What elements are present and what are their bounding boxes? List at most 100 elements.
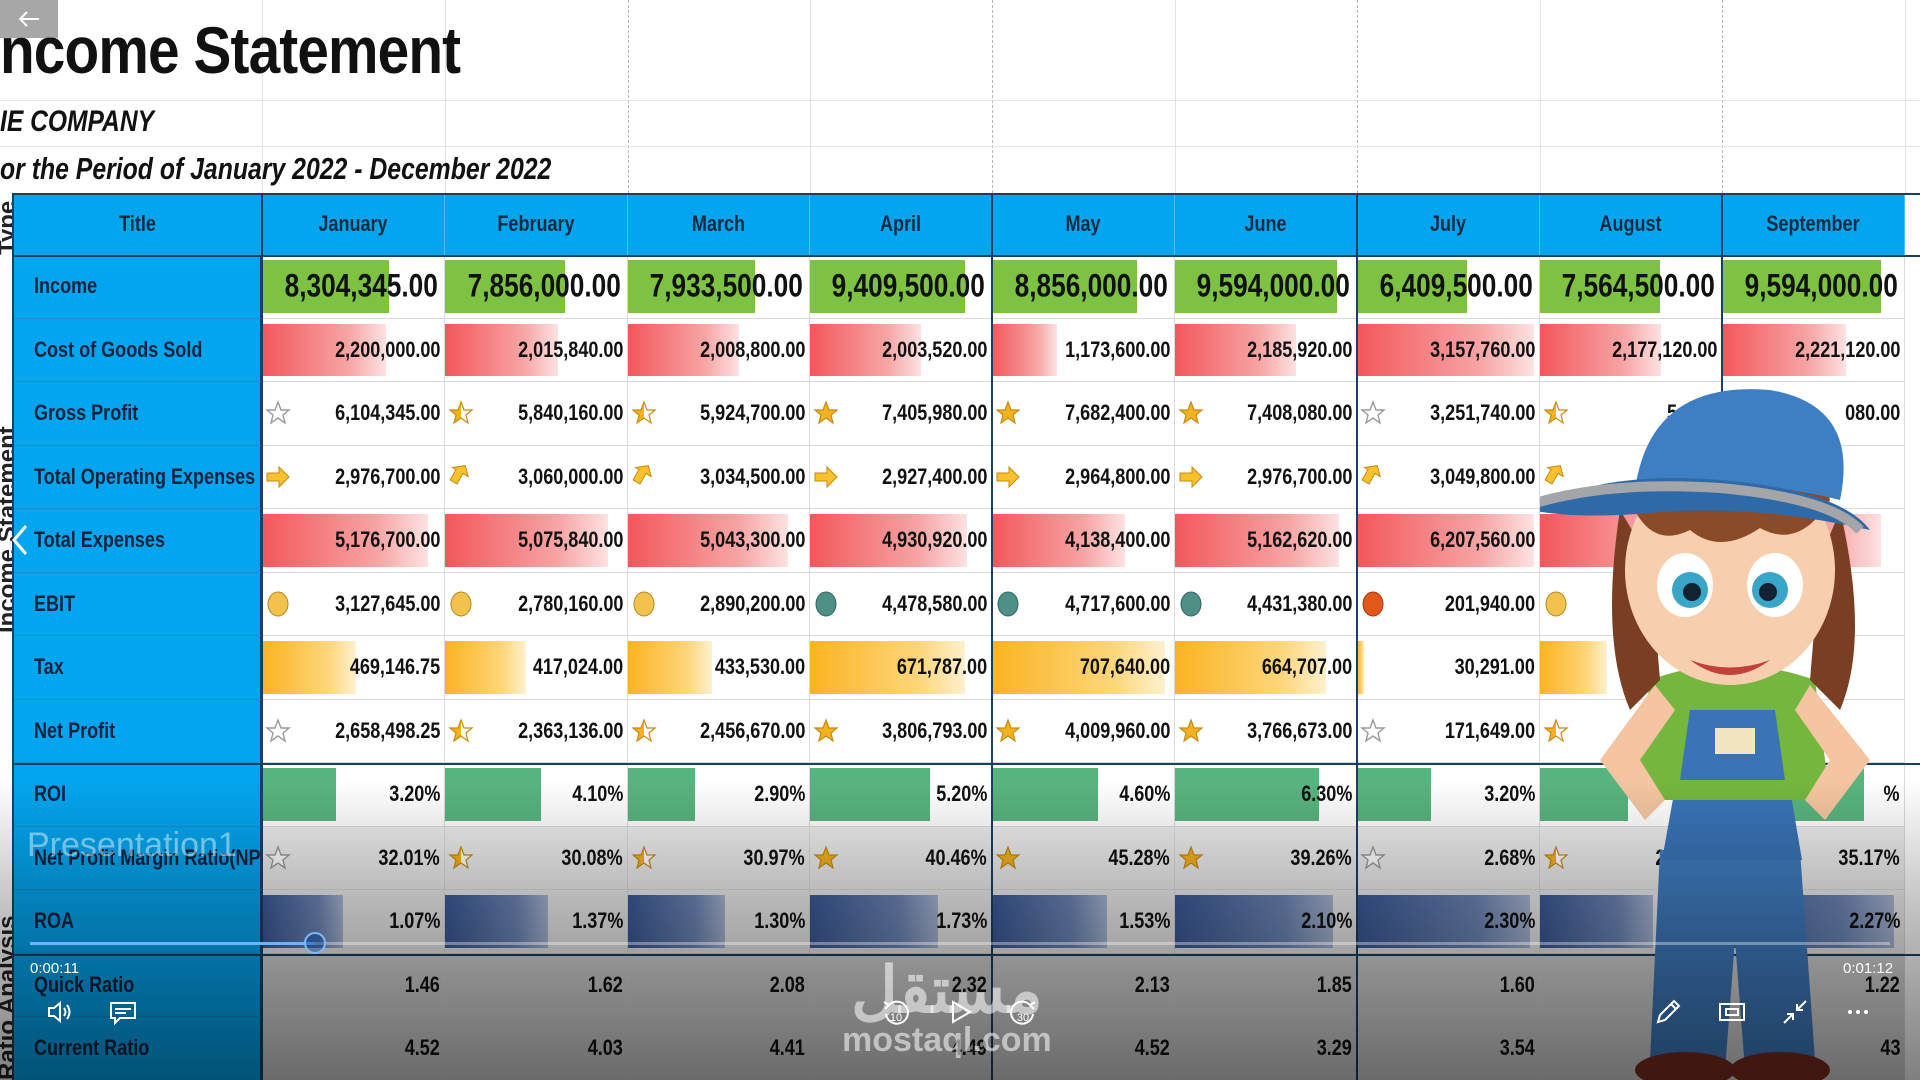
value-cell[interactable]: 7,408,080.00 bbox=[1175, 382, 1357, 446]
value-cell[interactable]: 2,890,200.00 bbox=[628, 572, 810, 636]
value-cell[interactable]: 8,856,000.00 bbox=[992, 255, 1175, 319]
value-cell[interactable]: 4.60% bbox=[992, 763, 1175, 827]
header-month[interactable]: July bbox=[1357, 193, 1540, 255]
row-label-cell[interactable]: ROI bbox=[14, 763, 262, 827]
header-month[interactable]: February bbox=[445, 193, 628, 255]
value-cell[interactable]: 5,043,300.00 bbox=[628, 509, 810, 573]
value-cell[interactable]: 4,138,400.00 bbox=[992, 509, 1175, 573]
value-cell[interactable]: 30.97% bbox=[628, 826, 810, 890]
value-cell[interactable]: 4.10% bbox=[445, 763, 628, 827]
exit-fullscreen-button[interactable] bbox=[1775, 992, 1815, 1032]
value-cell[interactable]: 9,594,000.00 bbox=[1722, 255, 1905, 319]
value-cell[interactable]: 2,964,800.00 bbox=[992, 445, 1175, 509]
value-cell[interactable]: 45.28% bbox=[992, 826, 1175, 890]
value-cell[interactable]: 4,930,920.00 bbox=[810, 509, 992, 573]
value-cell[interactable]: 7,933,500.00 bbox=[628, 255, 810, 319]
value-cell[interactable]: 2,363,136.00 bbox=[445, 699, 628, 763]
value-cell[interactable]: 7,564,500.00 bbox=[1540, 255, 1722, 319]
value-cell[interactable]: 30.08% bbox=[445, 826, 628, 890]
value-cell[interactable]: 5,924,700.00 bbox=[628, 382, 810, 446]
forward-30-button[interactable]: 30 bbox=[1003, 992, 1043, 1032]
progress-scrubber[interactable] bbox=[303, 932, 326, 954]
progress-bar[interactable] bbox=[30, 932, 1890, 954]
value-cell[interactable]: 664,707.00 bbox=[1175, 636, 1357, 700]
value-cell[interactable]: 2,780,160.00 bbox=[445, 572, 628, 636]
value-cell[interactable]: 2.90% bbox=[628, 763, 810, 827]
value-cell[interactable]: 3,157,760.00 bbox=[1357, 318, 1540, 382]
value-cell[interactable]: 3,806,793.00 bbox=[810, 699, 992, 763]
value-cell[interactable]: 2,927,400.00 bbox=[810, 445, 992, 509]
value-cell[interactable]: 3.54 bbox=[1357, 1017, 1540, 1080]
header-title[interactable]: Title bbox=[14, 193, 262, 255]
header-month[interactable]: April bbox=[810, 193, 992, 255]
value-cell[interactable]: 3.20% bbox=[1357, 763, 1540, 827]
value-cell[interactable]: 5,176,700.00 bbox=[262, 509, 445, 573]
value-cell[interactable]: 417,024.00 bbox=[445, 636, 628, 700]
value-cell[interactable]: 7,405,980.00 bbox=[810, 382, 992, 446]
row-label-cell[interactable]: Cost of Goods Sold bbox=[14, 318, 262, 382]
value-cell[interactable]: 2,003,520.00 bbox=[810, 318, 992, 382]
value-cell[interactable]: 469,146.75 bbox=[262, 636, 445, 700]
row-label-cell[interactable]: Gross Profit bbox=[14, 382, 262, 446]
value-cell[interactable]: 4,717,600.00 bbox=[992, 572, 1175, 636]
screen-button[interactable] bbox=[1712, 992, 1752, 1032]
row-label-cell[interactable]: Tax bbox=[14, 636, 262, 700]
value-cell[interactable]: 9,594,000.00 bbox=[1175, 255, 1357, 319]
value-cell[interactable]: 3,251,740.00 bbox=[1357, 382, 1540, 446]
volume-button[interactable] bbox=[40, 992, 80, 1032]
value-cell[interactable]: 2,456,670.00 bbox=[628, 699, 810, 763]
value-cell[interactable]: 9,409,500.00 bbox=[810, 255, 992, 319]
value-cell[interactable]: 8,304,345.00 bbox=[262, 255, 445, 319]
row-label-cell[interactable]: Total Expenses bbox=[14, 509, 262, 573]
play-button[interactable] bbox=[940, 992, 980, 1032]
value-cell[interactable]: 3.29 bbox=[1175, 1017, 1357, 1080]
value-cell[interactable]: 171,649.00 bbox=[1357, 699, 1540, 763]
value-cell[interactable]: 2,976,700.00 bbox=[1175, 445, 1357, 509]
previous-slide-button[interactable] bbox=[8, 522, 32, 563]
header-month[interactable]: August bbox=[1540, 193, 1722, 255]
value-cell[interactable]: 433,530.00 bbox=[628, 636, 810, 700]
captions-button[interactable] bbox=[103, 992, 143, 1032]
header-month[interactable]: September bbox=[1722, 193, 1905, 255]
value-cell[interactable]: 2,177,120.00 bbox=[1540, 318, 1722, 382]
value-cell[interactable]: 707,640.00 bbox=[992, 636, 1175, 700]
value-cell[interactable]: 4.41 bbox=[628, 1017, 810, 1080]
value-cell[interactable]: 201,940.00 bbox=[1357, 572, 1540, 636]
value-cell[interactable]: 4.52 bbox=[262, 1017, 445, 1080]
header-month[interactable]: June bbox=[1175, 193, 1357, 255]
value-cell[interactable]: 4,009,960.00 bbox=[992, 699, 1175, 763]
value-cell[interactable]: 6,207,560.00 bbox=[1357, 509, 1540, 573]
value-cell[interactable]: 2,976,700.00 bbox=[262, 445, 445, 509]
value-cell[interactable]: 2,008,800.00 bbox=[628, 318, 810, 382]
row-label-cell[interactable]: EBIT bbox=[14, 572, 262, 636]
value-cell[interactable]: 2,658,498.25 bbox=[262, 699, 445, 763]
value-cell[interactable]: 40.46% bbox=[810, 826, 992, 890]
value-cell[interactable]: 2,185,920.00 bbox=[1175, 318, 1357, 382]
more-options-button[interactable] bbox=[1838, 992, 1878, 1032]
value-cell[interactable]: 1.60 bbox=[1357, 953, 1540, 1017]
value-cell[interactable]: 5,075,840.00 bbox=[445, 509, 628, 573]
value-cell[interactable]: 4.03 bbox=[445, 1017, 628, 1080]
value-cell[interactable]: 671,787.00 bbox=[810, 636, 992, 700]
rewind-10-button[interactable]: 10 bbox=[876, 992, 916, 1032]
value-cell[interactable]: 39.26% bbox=[1175, 826, 1357, 890]
value-cell[interactable]: 32.01% bbox=[262, 826, 445, 890]
row-label-cell[interactable]: Total Operating Expenses bbox=[14, 445, 262, 509]
value-cell[interactable]: 2,015,840.00 bbox=[445, 318, 628, 382]
value-cell[interactable]: 3,049,800.00 bbox=[1357, 445, 1540, 509]
value-cell[interactable]: 1.62 bbox=[445, 953, 628, 1017]
value-cell[interactable]: 2,200,000.00 bbox=[262, 318, 445, 382]
value-cell[interactable]: 5,840,160.00 bbox=[445, 382, 628, 446]
value-cell[interactable]: 3.20% bbox=[262, 763, 445, 827]
value-cell[interactable]: 5.20% bbox=[810, 763, 992, 827]
value-cell[interactable]: 7,856,000.00 bbox=[445, 255, 628, 319]
value-cell[interactable]: 5,162,620.00 bbox=[1175, 509, 1357, 573]
value-cell[interactable]: 1,173,600.00 bbox=[992, 318, 1175, 382]
row-label-cell[interactable]: Net Profit bbox=[14, 699, 262, 763]
value-cell[interactable]: 3,034,500.00 bbox=[628, 445, 810, 509]
value-cell[interactable]: 6,104,345.00 bbox=[262, 382, 445, 446]
header-month[interactable]: January bbox=[262, 193, 445, 255]
value-cell[interactable]: 1.46 bbox=[262, 953, 445, 1017]
header-month[interactable]: March bbox=[628, 193, 810, 255]
back-button[interactable] bbox=[0, 0, 58, 38]
